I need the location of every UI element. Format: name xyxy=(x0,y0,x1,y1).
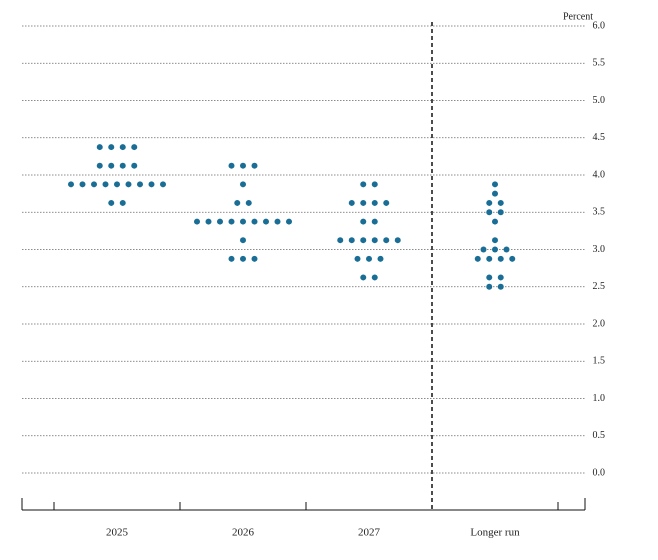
y-tick-label: 1.0 xyxy=(593,393,606,404)
dot xyxy=(383,199,390,206)
dot xyxy=(119,199,126,206)
y-tick-label: 1.5 xyxy=(593,356,606,367)
dot xyxy=(119,162,126,169)
y-tick-label: 3.5 xyxy=(593,207,606,218)
dot xyxy=(497,255,504,262)
dot xyxy=(492,218,498,225)
dot xyxy=(360,274,367,281)
dot xyxy=(131,144,138,151)
dot xyxy=(240,237,246,244)
dot xyxy=(497,274,504,281)
dot xyxy=(108,162,115,169)
dot xyxy=(228,255,235,262)
y-tick-label: 4.0 xyxy=(593,169,606,180)
y-tick-label: 2.5 xyxy=(593,281,606,292)
dot xyxy=(148,181,155,188)
y-tick-label: 6.0 xyxy=(593,20,606,31)
y-tick-label: 2.0 xyxy=(593,318,606,329)
dot xyxy=(497,199,504,206)
y-axis-label: Percent xyxy=(563,11,593,22)
dot xyxy=(486,274,493,281)
dot xyxy=(337,237,344,244)
dot xyxy=(383,237,390,244)
dot xyxy=(377,255,384,262)
dot xyxy=(131,162,138,169)
dot xyxy=(68,181,74,188)
dot xyxy=(348,237,355,244)
dot xyxy=(497,283,504,290)
dot xyxy=(366,255,372,262)
dot xyxy=(360,218,367,225)
y-tick-label: 4.5 xyxy=(593,132,606,143)
dot xyxy=(108,144,115,151)
dot xyxy=(228,218,235,225)
x-tick-label: Longer run xyxy=(470,527,520,539)
dot xyxy=(497,209,504,216)
dot xyxy=(205,218,212,225)
dot xyxy=(360,199,367,206)
y-tick-label: 3.0 xyxy=(593,244,606,255)
dot xyxy=(228,162,235,169)
dot xyxy=(474,255,481,262)
dot xyxy=(503,246,510,253)
dot xyxy=(96,162,103,169)
dot xyxy=(240,218,246,225)
dot xyxy=(96,144,103,151)
dot xyxy=(240,162,246,169)
dot xyxy=(348,199,355,206)
dot xyxy=(274,218,281,225)
dot xyxy=(160,181,166,188)
dot xyxy=(360,237,367,244)
dot xyxy=(114,181,120,188)
dot xyxy=(245,199,252,206)
dot xyxy=(119,144,126,151)
dot xyxy=(394,237,401,244)
dot xyxy=(251,218,258,225)
dot xyxy=(360,181,367,188)
dot xyxy=(371,274,378,281)
dot xyxy=(371,218,378,225)
dot xyxy=(354,255,361,262)
dot xyxy=(79,181,86,188)
dot xyxy=(194,218,200,225)
dot xyxy=(102,181,109,188)
dot xyxy=(251,162,258,169)
dot xyxy=(91,181,97,188)
dot xyxy=(486,209,493,216)
dot xyxy=(509,255,516,262)
dot xyxy=(240,255,246,262)
dot xyxy=(251,255,258,262)
x-tick-label: 2027 xyxy=(358,527,381,539)
dot xyxy=(486,255,493,262)
dot xyxy=(240,181,246,188)
dot xyxy=(234,199,241,206)
dot xyxy=(217,218,223,225)
dot xyxy=(492,246,498,253)
x-axis-ticks xyxy=(21,498,586,510)
dot xyxy=(486,283,493,290)
dot xyxy=(486,199,493,206)
y-tick-label: 0.5 xyxy=(593,430,606,441)
dot xyxy=(492,181,498,188)
dot xyxy=(371,181,378,188)
y-tick-label: 0.0 xyxy=(593,467,606,478)
dot xyxy=(263,218,269,225)
dot xyxy=(480,246,487,253)
dot xyxy=(108,199,115,206)
x-tick-label: 2025 xyxy=(106,527,129,539)
y-tick-label: 5.0 xyxy=(593,95,606,106)
dot xyxy=(371,237,378,244)
dot xyxy=(286,218,292,225)
dot xyxy=(125,181,132,188)
dot xyxy=(371,199,378,206)
y-tick-label: 5.5 xyxy=(593,58,606,69)
dot xyxy=(492,237,498,244)
x-tick-label: 2026 xyxy=(232,527,255,539)
dot xyxy=(492,190,498,197)
dot xyxy=(137,181,143,188)
